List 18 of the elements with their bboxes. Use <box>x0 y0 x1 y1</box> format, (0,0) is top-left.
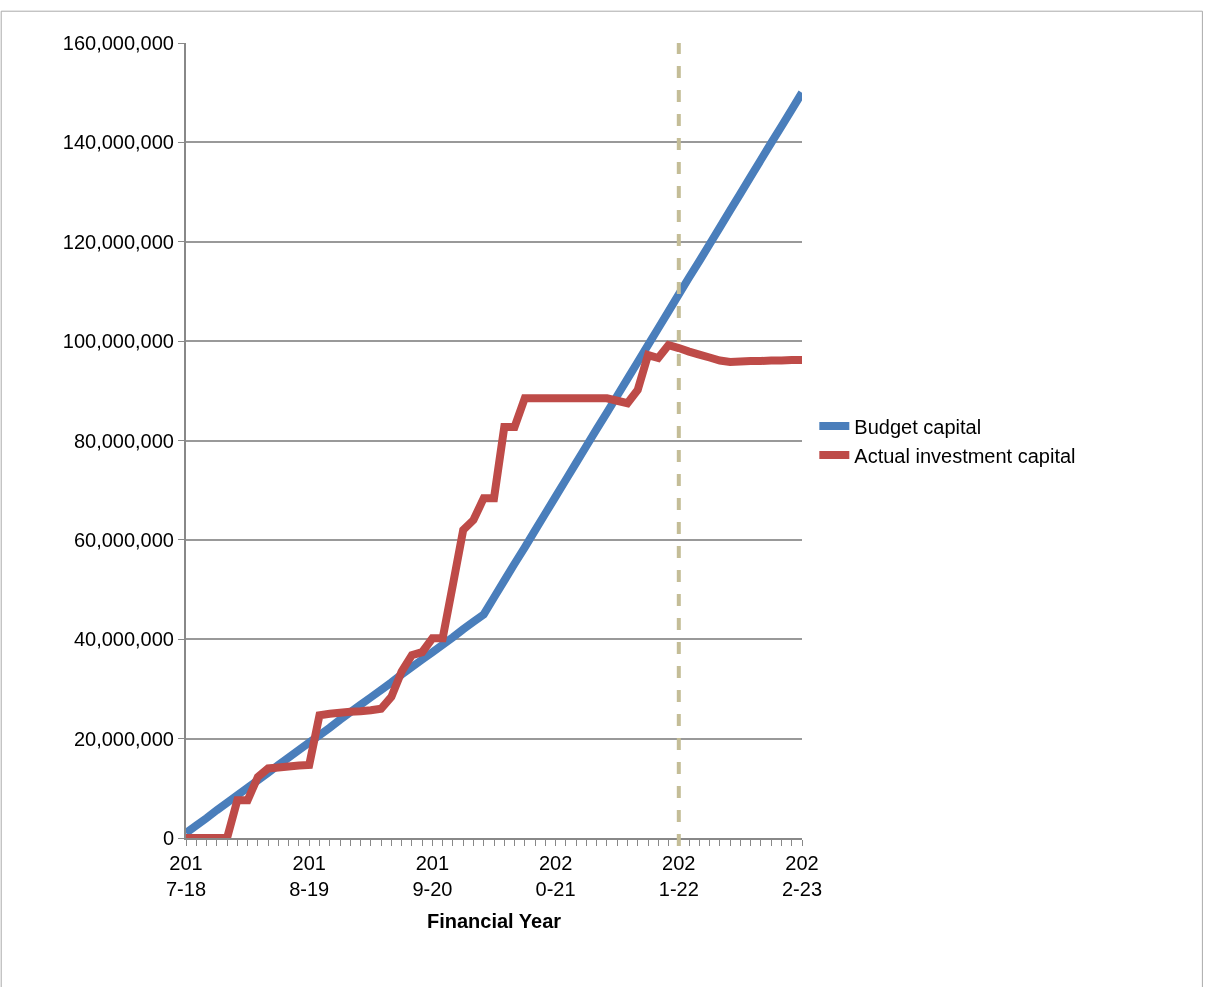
y-tick-label: 40,000,000 <box>73 628 174 651</box>
y-tick-label: 120,000,000 <box>62 230 174 253</box>
x-tick-label: 2017-18 <box>165 852 207 900</box>
x-axis-title: Financial Year <box>426 910 562 932</box>
x-tick-label: 2018-19 <box>289 852 330 900</box>
y-tick-label: 0 <box>162 827 174 849</box>
x-tick-label: 2021-22 <box>658 852 699 900</box>
x-tick-label: 2022-23 <box>781 852 823 900</box>
x-tick-label: 2020-21 <box>535 852 576 900</box>
y-tick-label: 100,000,000 <box>62 330 174 353</box>
legend-label: Actual investment capital <box>854 444 1076 467</box>
y-tick-label: 20,000,000 <box>73 727 174 750</box>
legend-label: Budget capital <box>854 415 982 438</box>
y-tick-label: 60,000,000 <box>73 528 174 551</box>
y-tick-label: 160,000,000 <box>62 32 174 54</box>
y-tick-label: 80,000,000 <box>73 429 174 452</box>
y-tick-label: 140,000,000 <box>62 131 174 154</box>
x-tick-label: 2019-20 <box>412 852 453 900</box>
